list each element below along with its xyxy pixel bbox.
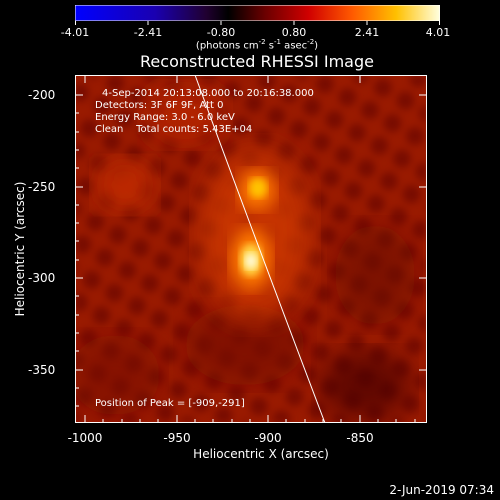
detectors-text: Detectors: 3F 6F 9F, Att 0	[95, 100, 224, 111]
colorbar-tick-label: -4.01	[60, 26, 90, 39]
y-tick-label: -200	[28, 88, 56, 102]
y-axis-label: Heliocentric Y (arcsec)	[13, 181, 27, 317]
x-tick-label: -850	[346, 431, 374, 445]
rhessi-image	[75, 75, 427, 423]
energy-range-text: Energy Range: 3.0 - 6.0 keV	[95, 112, 235, 123]
clean-counts-text: Clean Total counts: 5.43E+04	[95, 124, 253, 135]
colorbar-units: (photons cm-2 s-1 asec-2)	[195, 38, 319, 52]
colorbar	[75, 5, 440, 21]
x-tick-label: -900	[254, 431, 282, 445]
y-tick-label: -300	[28, 271, 56, 285]
colorbar-tick-label: -2.41	[133, 26, 163, 39]
peak-position-text: Position of Peak = [-909,-291]	[95, 398, 245, 409]
x-tick-label: -950	[163, 431, 191, 445]
colorbar-tick-label: 2.41	[354, 26, 380, 39]
footer-date: 2-Jun-2019 07:34	[389, 483, 494, 497]
colorbar-tick-label: -0.80	[206, 26, 236, 39]
image-title: Reconstructed RHESSI Image	[140, 52, 374, 71]
x-axis-label: Heliocentric X (arcsec)	[193, 447, 329, 461]
colorbar-tick-label: 4.01	[425, 26, 451, 39]
colorbar-tick-marks	[75, 21, 440, 25]
colorbar-tick-label: 0.80	[281, 26, 307, 39]
y-tick-label: -350	[28, 363, 56, 377]
x-tick-label: -1000	[67, 431, 103, 445]
y-tick-label: -250	[28, 180, 56, 194]
time-range-text: 4-Sep-2014 20:13:08.000 to 20:16:38.000	[102, 88, 314, 99]
